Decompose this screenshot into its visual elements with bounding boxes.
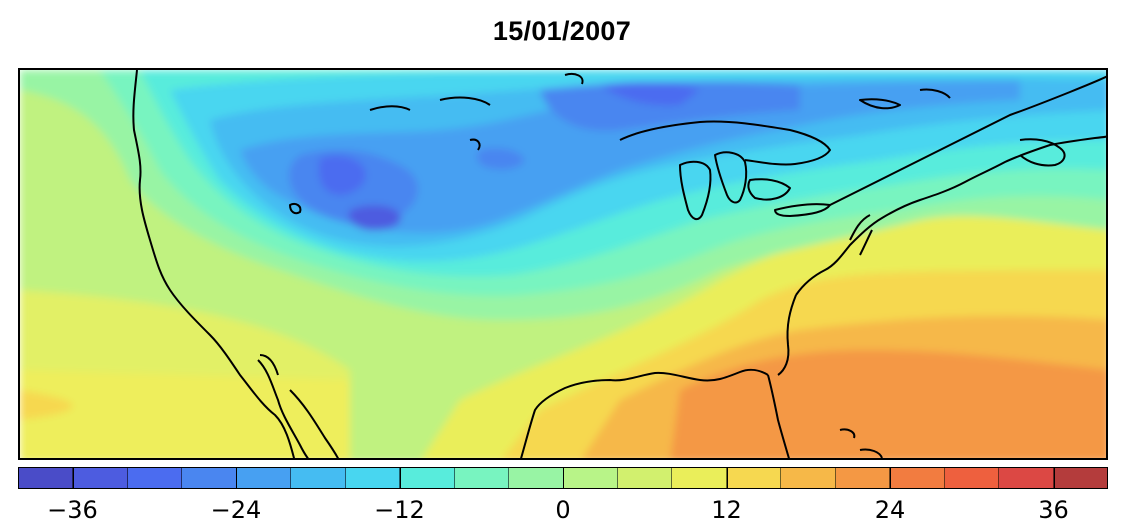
colorbar-tick-label: −12 xyxy=(374,496,425,524)
colorbar-segment xyxy=(835,468,891,488)
colorbar-segment xyxy=(236,468,292,488)
colorbar-tick xyxy=(563,467,564,489)
colorbar-segment xyxy=(781,468,836,488)
colorbar-segment xyxy=(999,468,1054,488)
colorbar-segment xyxy=(726,468,782,488)
colorbar-segment xyxy=(73,468,128,488)
colorbar-segment xyxy=(617,468,673,488)
colorbar xyxy=(18,467,1108,489)
colorbar-segment xyxy=(1053,468,1108,488)
colorbar-ticks: −36 −24 −12 0 12 24 36 xyxy=(18,467,1108,527)
colorbar-segment xyxy=(400,468,455,488)
colorbar-tick xyxy=(236,467,237,489)
colorbar-tick xyxy=(890,467,891,489)
coastlines xyxy=(132,70,1106,458)
temperature-map xyxy=(18,68,1108,460)
temperature-field xyxy=(20,70,1106,458)
colorbar-segment xyxy=(291,468,346,488)
colorbar-tick-label: −24 xyxy=(210,496,262,524)
colorbar-segment xyxy=(890,468,945,488)
colorbar-segment xyxy=(563,468,618,488)
colorbar-tick-label: 36 xyxy=(1038,496,1069,524)
colorbar-segment xyxy=(944,468,1000,488)
colorbar-tick xyxy=(1053,467,1055,489)
colorbar-tick xyxy=(399,467,401,489)
map-title: 15/01/2007 xyxy=(492,16,632,46)
colorbar-tick-label: 0 xyxy=(555,496,571,524)
colorbar-segment xyxy=(127,468,183,488)
colorbar-tick-label: 12 xyxy=(711,496,742,524)
colorbar-segment xyxy=(672,468,727,488)
colorbar-tick xyxy=(72,467,74,489)
colorbar-tick-label: −36 xyxy=(47,496,98,524)
colorbar-segment xyxy=(454,468,510,488)
colorbar-tick xyxy=(726,467,728,489)
colorbar-tick-label: 24 xyxy=(874,496,906,524)
